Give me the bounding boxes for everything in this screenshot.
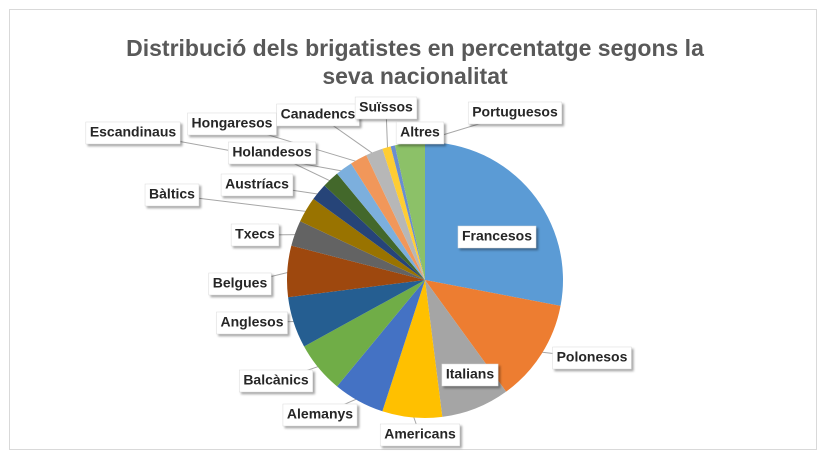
label-box xyxy=(228,141,316,165)
data-label: Portuguesos xyxy=(467,101,563,125)
data-label: Alemanys xyxy=(282,403,358,427)
label-box xyxy=(457,225,537,249)
label-box xyxy=(220,173,294,197)
label-box xyxy=(441,363,499,387)
slice xyxy=(425,142,563,306)
slice xyxy=(390,145,425,280)
data-label: Belgues xyxy=(208,272,272,296)
label-box xyxy=(552,346,632,370)
slices xyxy=(287,142,563,418)
data-label: Italians xyxy=(441,363,499,387)
slice xyxy=(291,221,425,280)
slice xyxy=(382,280,443,418)
label-box xyxy=(208,272,272,296)
label-text: Polonesos xyxy=(557,349,628,365)
label-box xyxy=(216,311,288,335)
label-box xyxy=(395,121,445,145)
data-label: Americans xyxy=(379,423,461,447)
slice xyxy=(288,280,425,347)
data-label: Polonesos xyxy=(552,346,632,370)
data-label: Francesos xyxy=(457,225,537,249)
label-box xyxy=(230,223,280,247)
label-box xyxy=(144,183,200,207)
label-text: Txecs xyxy=(235,226,275,242)
data-label: Bàltics xyxy=(144,183,200,207)
slice xyxy=(337,163,425,280)
label-text: Belgues xyxy=(213,275,268,291)
label-text: Bàltics xyxy=(149,186,195,202)
slice xyxy=(304,280,425,387)
label-text: Francesos xyxy=(462,228,532,244)
label-box xyxy=(85,121,181,145)
slice xyxy=(287,245,425,298)
slice xyxy=(313,185,425,280)
slice xyxy=(366,148,425,280)
label-text: Escandinaus xyxy=(90,124,177,140)
slice xyxy=(351,155,425,280)
label-text: Canadencs xyxy=(281,106,356,122)
label-text: Portuguesos xyxy=(472,104,558,120)
label-text: Italians xyxy=(446,366,494,382)
label-text: Americans xyxy=(384,426,456,442)
label-text: Holandesos xyxy=(232,144,312,160)
data-label: Holandesos xyxy=(228,141,316,165)
label-text: Suïssos xyxy=(359,99,413,115)
label-box xyxy=(379,423,461,447)
chart-title: Distribució dels brigatistes en percenta… xyxy=(126,35,704,89)
data-label: Escandinaus xyxy=(85,121,181,145)
label-text: Alemanys xyxy=(287,406,353,422)
data-label: Canadencs xyxy=(276,103,360,127)
slice xyxy=(337,280,425,412)
label-box xyxy=(282,403,358,427)
label-box xyxy=(239,369,313,393)
labels: Francesos Polonesos Italians Americans Alema… xyxy=(85,96,632,447)
data-label: Balcànics xyxy=(239,369,313,393)
slice xyxy=(382,146,425,280)
slice xyxy=(324,173,425,280)
data-label: Hongaresos xyxy=(187,112,277,136)
label-text: Austríacs xyxy=(225,176,289,192)
label-box xyxy=(467,101,563,125)
data-label: Anglesos xyxy=(216,311,288,335)
label-text: Hongaresos xyxy=(192,115,273,131)
data-label: Suïssos xyxy=(354,96,418,120)
label-box xyxy=(354,96,418,120)
label-text: Altres xyxy=(400,124,440,140)
label-text: Anglesos xyxy=(220,314,283,330)
slice xyxy=(300,198,425,280)
slice xyxy=(394,142,425,280)
slice xyxy=(425,280,561,392)
data-label: Altres xyxy=(395,121,445,145)
data-label: Txecs xyxy=(230,223,280,247)
label-text: Balcànics xyxy=(243,372,309,388)
data-label: Austríacs xyxy=(220,173,294,197)
